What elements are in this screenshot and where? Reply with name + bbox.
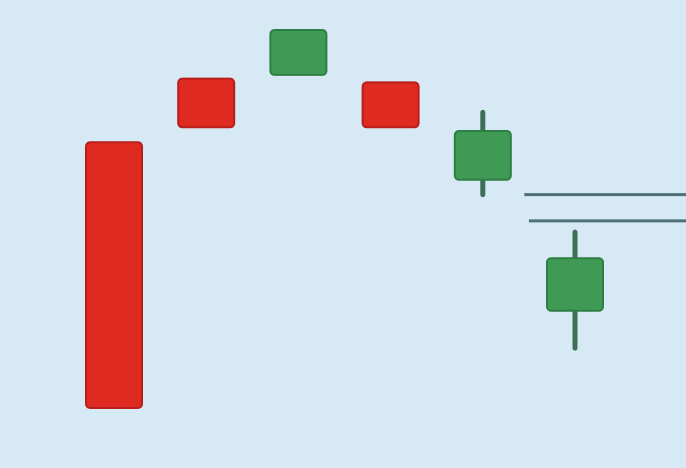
candle-3-bullish bbox=[269, 29, 328, 76]
candle-4-bearish bbox=[361, 81, 420, 129]
candle-1-bearish bbox=[85, 141, 143, 409]
candle-5-bullish bbox=[453, 130, 512, 181]
candle-2-bearish bbox=[177, 77, 236, 129]
candle-6-bullish bbox=[546, 257, 604, 312]
